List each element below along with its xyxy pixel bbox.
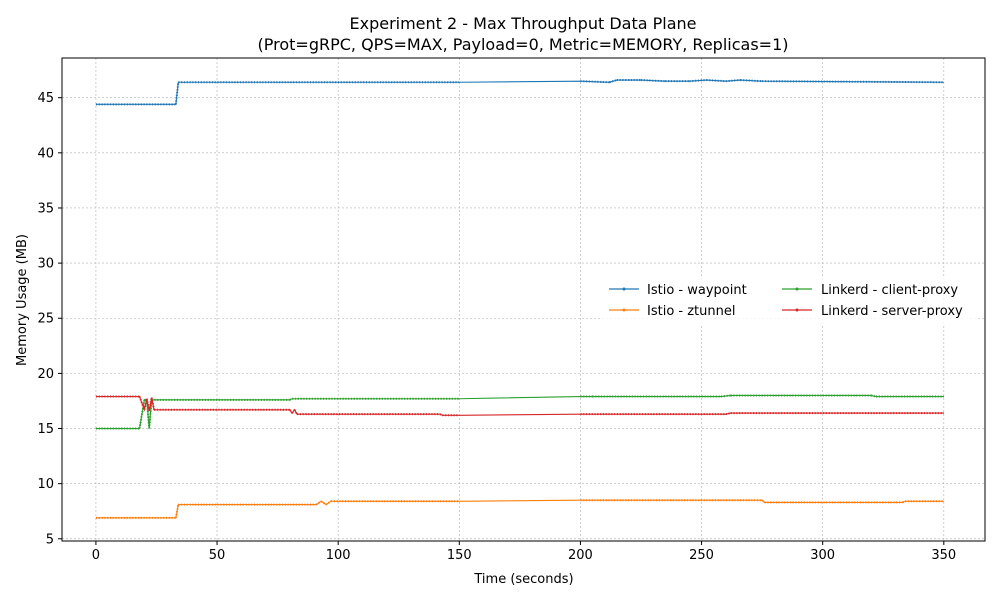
grid — [62, 58, 985, 541]
y-tick-label: 10 — [37, 477, 54, 492]
series-group — [95, 79, 944, 519]
y-tick-label: 15 — [37, 422, 54, 437]
y-tick-label: 5 — [46, 532, 54, 547]
legend-entry-istio-waypoint: Istio - waypoint — [609, 283, 747, 298]
axes — [61, 57, 986, 542]
x-tick-label: 50 — [209, 548, 226, 563]
legend-marker-istio-waypoint — [622, 287, 626, 291]
legend-entry-istio-ztunnel: Istio - ztunnel — [609, 304, 735, 319]
y-tick-label: 45 — [37, 91, 54, 106]
legend-marker-istio-ztunnel — [622, 308, 626, 312]
y-tick-label: 20 — [37, 367, 54, 382]
x-tick-label: 300 — [810, 548, 835, 563]
legend-entry-linkerd-server-proxy: Linkerd - server-proxy — [782, 304, 963, 319]
x-axis-label: Time (seconds) — [473, 572, 573, 587]
x-tick-label: 100 — [326, 548, 351, 563]
legend-label-istio-waypoint: Istio - waypoint — [647, 283, 747, 298]
y-tick-label: 25 — [37, 312, 54, 327]
series-markers-istio-waypoint — [95, 79, 944, 106]
legend-label-linkerd-client-proxy: Linkerd - client-proxy — [821, 283, 958, 298]
legend-marker-linkerd-client-proxy — [795, 287, 799, 291]
y-tick-label: 40 — [37, 146, 54, 161]
ticks: 0 50 100 150 200 250 300 350 5 10 15 20 25 30 35 40 45 — [37, 91, 956, 563]
x-tick-label: 350 — [931, 548, 956, 563]
chart-subtitle: (Prot=gRPC, QPS=MAX, Payload=0, Metric=M… — [258, 35, 789, 54]
legend-label-istio-ztunnel: Istio - ztunnel — [647, 304, 735, 319]
legend-label-linkerd-server-proxy: Linkerd - server-proxy — [821, 304, 963, 319]
series-markers-linkerd-server-proxy — [95, 395, 944, 417]
plot-frame — [61, 57, 986, 542]
x-tick-label: 0 — [92, 548, 100, 563]
series-line-linkerd-client-proxy — [95, 394, 944, 430]
series-markers-istio-ztunnel — [95, 499, 944, 519]
series-markers-linkerd-client-proxy — [95, 394, 944, 430]
x-tick-label: 250 — [689, 548, 714, 563]
x-tick-label: 150 — [447, 548, 472, 563]
y-axis-label: Memory Usage (MB) — [15, 234, 30, 366]
y-tick-label: 30 — [37, 257, 54, 272]
x-tick-label: 200 — [568, 548, 593, 563]
legend-entry-linkerd-client-proxy: Linkerd - client-proxy — [782, 283, 958, 298]
chart-title: Experiment 2 - Max Throughput Data Plane — [349, 14, 696, 33]
y-tick-label: 35 — [37, 201, 54, 216]
legend-marker-linkerd-server-proxy — [795, 308, 799, 312]
legend-box — [600, 278, 978, 324]
legend: Istio - waypoint Istio - ztunnel Linkerd… — [600, 278, 978, 324]
